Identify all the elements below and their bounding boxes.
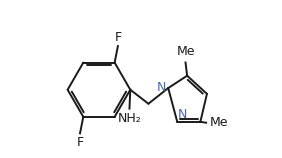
Text: F: F: [114, 31, 122, 44]
Text: Me: Me: [210, 116, 229, 129]
Text: Me: Me: [176, 45, 195, 58]
Text: N: N: [178, 108, 188, 121]
Text: NH₂: NH₂: [118, 112, 141, 125]
Text: F: F: [76, 136, 83, 149]
Text: N: N: [156, 81, 166, 94]
